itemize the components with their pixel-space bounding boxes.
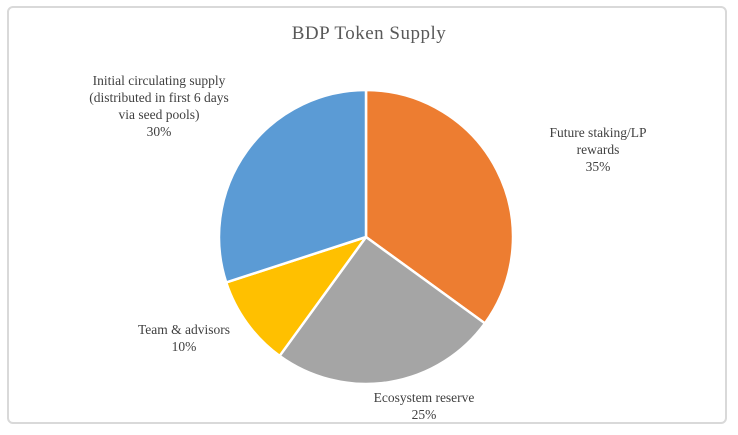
pie-slice-future-staking-lp-rewards [364,88,515,325]
pie-slice-ecosystem-reserve [278,235,487,386]
data-label-future-staking-lp-rewards: Future staking/LP rewards 35% [549,125,647,174]
data-label-initial-circulating-supply: Initial circulating supply (distributed … [89,73,229,139]
data-label-ecosystem-reserve: Ecosystem reserve 25% [373,390,475,422]
data-label-team-advisors: Team & advisors 10% [137,322,231,354]
pie-slice-initial-circulating-supply [217,88,368,284]
chart-title: BDP Token Supply [291,23,447,44]
pie-slice-team-advisors [224,235,368,358]
